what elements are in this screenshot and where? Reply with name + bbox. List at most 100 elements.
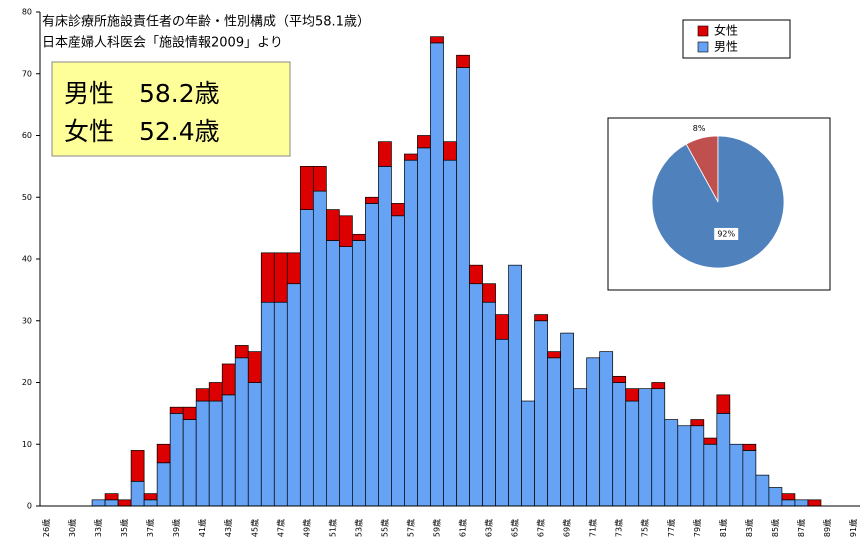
bar-segment bbox=[143, 493, 158, 501]
bar-segment bbox=[208, 382, 223, 402]
x-tick-label: 43歳 bbox=[223, 519, 233, 537]
bar-segment bbox=[208, 400, 223, 507]
bar-segment bbox=[169, 406, 184, 414]
bar-segment bbox=[443, 159, 457, 507]
bar-segment bbox=[156, 443, 171, 464]
bar-segment bbox=[638, 388, 653, 507]
bar-segment bbox=[365, 196, 379, 204]
x-tick-label: 79歳 bbox=[692, 519, 702, 537]
y-tick-label: 70 bbox=[22, 69, 32, 78]
bar-segment bbox=[443, 141, 457, 161]
pie-slice bbox=[651, 135, 785, 269]
bar-segment bbox=[195, 400, 210, 507]
bar-segment bbox=[273, 301, 288, 507]
x-tick-label: 49歳 bbox=[301, 519, 311, 537]
bar-segment bbox=[378, 166, 392, 507]
x-tick-label: 69歳 bbox=[562, 519, 572, 537]
bar-segment bbox=[286, 283, 301, 507]
x-tick-label: 87歳 bbox=[796, 519, 806, 537]
bar-segment bbox=[143, 499, 158, 507]
bar-segment bbox=[716, 413, 731, 507]
bar-segment bbox=[781, 493, 796, 501]
x-tick-label: 51歳 bbox=[327, 519, 337, 537]
bar-segment bbox=[104, 499, 119, 507]
x-tick-label: 37歳 bbox=[145, 519, 155, 537]
bar-segment bbox=[352, 240, 366, 507]
bar-segment bbox=[221, 363, 236, 396]
bar-segment bbox=[755, 474, 770, 507]
bar-segment bbox=[703, 437, 718, 445]
bar-segment bbox=[456, 54, 470, 68]
x-tick-label: 57歳 bbox=[405, 519, 415, 537]
bar-segment bbox=[677, 425, 692, 507]
bar-segment bbox=[794, 499, 809, 507]
bar-segment bbox=[247, 382, 262, 507]
y-tick-label: 40 bbox=[22, 255, 32, 264]
bar-segment bbox=[807, 499, 822, 507]
x-tick-label: 81歳 bbox=[718, 519, 728, 537]
bar-segment bbox=[195, 388, 210, 402]
y-tick-label: 60 bbox=[22, 131, 32, 140]
bar-segment bbox=[260, 252, 275, 303]
chart-subtitle: 日本産婦人科医会「施設情報2009」より bbox=[42, 35, 283, 51]
chart-title: 有床診療所施設責任者の年齢・性別構成（平均58.1歳） bbox=[42, 14, 370, 30]
bar-segment bbox=[404, 159, 418, 507]
bar-segment bbox=[703, 443, 718, 507]
bar-segment bbox=[299, 166, 314, 210]
x-tick-label: 26歳 bbox=[41, 519, 51, 537]
bar-segment bbox=[781, 499, 796, 507]
bar-segment bbox=[339, 215, 353, 247]
bar-segment bbox=[221, 394, 236, 507]
bar-segment bbox=[417, 147, 431, 507]
bar-segment bbox=[156, 462, 171, 507]
bar-segment bbox=[182, 419, 197, 507]
legend-label: 女性 bbox=[714, 23, 738, 38]
x-tick-label: 55歳 bbox=[379, 519, 389, 537]
bar-segment bbox=[482, 283, 496, 303]
bar-segment bbox=[182, 406, 197, 420]
pie-label: 92% bbox=[717, 229, 735, 238]
x-tick-label: 59歳 bbox=[431, 519, 441, 537]
bar-segment bbox=[651, 382, 666, 390]
bar-segment bbox=[534, 320, 548, 507]
x-tick-label: 41歳 bbox=[197, 519, 207, 537]
bar-segment bbox=[612, 375, 627, 383]
x-tick-label: 33歳 bbox=[93, 519, 103, 537]
bar-segment bbox=[547, 357, 561, 507]
bar-segment bbox=[391, 203, 405, 217]
bar-segment bbox=[365, 203, 379, 507]
bar-segment bbox=[547, 351, 561, 359]
pie-label-bg bbox=[687, 122, 712, 135]
bar-segment bbox=[130, 480, 145, 507]
x-tick-label: 89歳 bbox=[822, 519, 832, 537]
bar-segment bbox=[234, 345, 249, 359]
y-tick-label: 20 bbox=[22, 378, 32, 387]
x-tick-label: 73歳 bbox=[614, 519, 624, 537]
x-tick-label: 75歳 bbox=[640, 519, 650, 537]
bar-segment bbox=[690, 425, 705, 507]
bar-segment bbox=[378, 141, 392, 167]
bar-segment bbox=[586, 357, 601, 507]
bar-segment bbox=[521, 400, 535, 507]
bar-segment bbox=[325, 209, 340, 241]
bar-segment bbox=[495, 338, 509, 507]
bar-segment bbox=[260, 301, 275, 507]
bar-segment bbox=[534, 314, 548, 322]
y-tick-label: 30 bbox=[22, 316, 32, 325]
bar-segment bbox=[430, 36, 444, 44]
legend-label: 男性 bbox=[714, 40, 738, 54]
x-tick-label: 71歳 bbox=[588, 519, 598, 537]
bar-segment bbox=[104, 493, 119, 501]
bar-segment bbox=[325, 240, 340, 507]
bar-segment bbox=[508, 264, 522, 507]
x-tick-label: 30歳 bbox=[67, 519, 77, 537]
pie-label: 8% bbox=[693, 124, 706, 133]
bar-segment bbox=[234, 357, 249, 507]
bar-segment bbox=[716, 394, 731, 414]
bar-segment bbox=[91, 499, 106, 507]
bar-segment bbox=[273, 252, 288, 303]
bar-segment bbox=[417, 135, 431, 149]
x-tick-label: 65歳 bbox=[510, 519, 520, 537]
bar-segment bbox=[625, 388, 640, 402]
bar-segment bbox=[312, 190, 327, 507]
